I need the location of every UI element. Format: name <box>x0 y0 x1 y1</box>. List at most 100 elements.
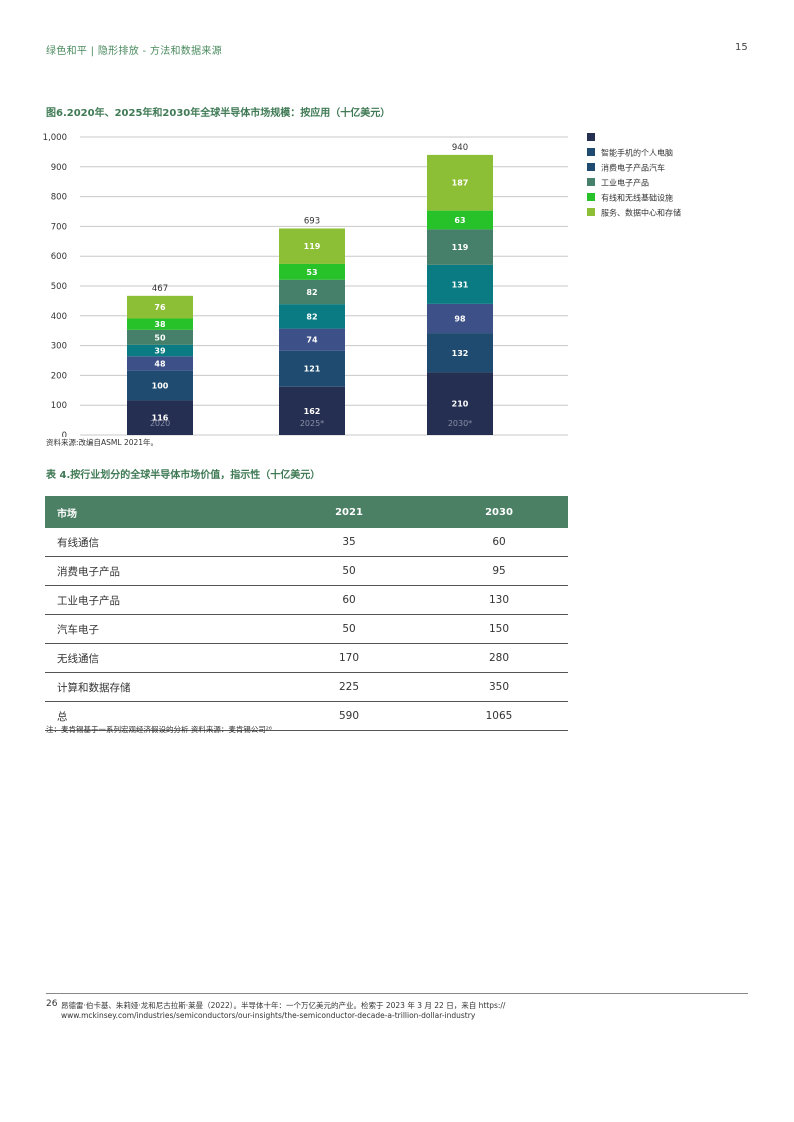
bar-segment <box>279 350 345 387</box>
legend-swatch <box>587 133 595 141</box>
data-label: 119 <box>452 243 469 252</box>
legend-label: 消费电子产品汽车 <box>601 163 665 173</box>
bar-segment <box>427 210 493 230</box>
stacked-bar-chart: 1,000 900 800 700 600 500 400 300 200 100 0 116 100 4… <box>43 133 681 437</box>
y-tick-label: 700 <box>51 222 67 232</box>
bar-segment <box>279 304 345 329</box>
data-label: 74 <box>306 336 318 345</box>
bar-segment <box>427 229 493 265</box>
y-tick-label: 800 <box>51 193 67 203</box>
table-row: 无线通信 170 280 <box>45 643 568 673</box>
data-label: 53 <box>306 268 317 277</box>
table-cell-market: 计算和数据存储 <box>45 672 268 702</box>
bar-segment <box>427 333 493 373</box>
x-category-label: 2020 <box>150 419 170 428</box>
legend-swatch <box>587 163 595 171</box>
y-tick-label: 0 <box>62 431 67 437</box>
footnote-url: www.mckinsey.com/industries/semiconducto… <box>61 1011 476 1020</box>
bar-segment <box>127 370 193 401</box>
table-title: 表 4.按行业划分的全球半导体市场价值，指示性（十亿美元） <box>46 470 321 481</box>
legend-swatch <box>587 208 595 216</box>
y-tick-label: 100 <box>51 401 67 411</box>
table-row: 消费电子产品 50 95 <box>45 556 568 586</box>
table-row: 计算和数据存储 225 350 <box>45 672 568 702</box>
bar-segment <box>279 263 345 280</box>
table-header-market: 市场 <box>45 496 268 528</box>
data-label: 63 <box>454 216 465 225</box>
table-cell-2021: 170 <box>268 643 430 673</box>
table-cell-2021: 590 <box>268 701 430 731</box>
legend-label: 有线和无线基础设施 <box>601 193 673 203</box>
bar-segment <box>127 400 193 435</box>
table-cell-2030: 150 <box>430 614 568 644</box>
data-label: 132 <box>452 349 469 358</box>
table-cell-2030: 60 <box>430 528 568 557</box>
x-category-label: 2025* <box>300 419 324 428</box>
table-cell-2030: 350 <box>430 672 568 702</box>
data-label: 39 <box>154 347 166 356</box>
data-label: 162 <box>304 407 321 416</box>
bar-segment <box>427 372 493 435</box>
table-header-2030: 2030 <box>430 496 568 528</box>
data-label: 82 <box>306 312 317 321</box>
table-note: 注：麦肯锡基于一系列宏观经济假设的分析 资料来源：麦肯锡公司²⁶ <box>46 725 272 734</box>
y-tick-label: 400 <box>51 312 67 322</box>
table-row: 工业电子产品 60 130 <box>45 585 568 615</box>
table-cell-market: 有线通信 <box>45 528 268 557</box>
bar-segment <box>279 279 345 305</box>
table-header-row: 市场 2021 2030 <box>45 496 568 528</box>
table-cell-2021: 50 <box>268 556 430 586</box>
data-label: 50 <box>154 333 166 342</box>
bar-segment <box>279 228 345 264</box>
figure-title: 图6.2020年、2025年和2030年全球半导体市场规模：按应用（十亿美元） <box>46 108 391 119</box>
table-cell-2030: 95 <box>430 556 568 586</box>
data-label: 119 <box>304 242 321 251</box>
data-label: 187 <box>452 179 469 188</box>
y-tick-label: 500 <box>51 282 67 292</box>
table-row: 有线通信 35 60 <box>45 528 568 557</box>
y-tick-label: 900 <box>51 163 67 173</box>
bar-segment <box>427 264 493 304</box>
data-label: 121 <box>304 365 321 374</box>
y-tick-label: 1,000 <box>43 133 67 143</box>
table-cell-market: 消费电子产品 <box>45 556 268 586</box>
table-row-total: 总 590 1065 <box>45 701 568 731</box>
bar-segment <box>427 154 493 211</box>
data-label: 131 <box>452 280 469 289</box>
table-cell-2021: 225 <box>268 672 430 702</box>
total-label: 940 <box>452 143 468 153</box>
table-header-2021: 2021 <box>268 496 430 528</box>
legend-label: 智能手机的个人电脑 <box>601 148 673 158</box>
footnote-text: 昂德雷·伯卡基、朱莉娅·龙和尼古拉斯·莱曼（2022）。半导体十年：一个万亿美元… <box>61 1001 506 1010</box>
data-label: 116 <box>152 414 169 423</box>
bar-segment <box>127 344 193 357</box>
total-label: 693 <box>304 216 320 226</box>
data-label: 38 <box>154 320 166 329</box>
table-cell-2030: 280 <box>430 643 568 673</box>
data-label: 98 <box>454 314 466 323</box>
data-label: 210 <box>452 400 469 409</box>
legend-swatch <box>587 148 595 156</box>
data-label: 76 <box>154 303 166 312</box>
table-cell-2030: 130 <box>430 585 568 615</box>
legend-swatch <box>587 178 595 186</box>
bar-segment <box>127 295 193 319</box>
footnote-number: 26 <box>46 999 58 1009</box>
table-cell-2021: 50 <box>268 614 430 644</box>
market-value-table: 市场 2021 2030 有线通信 35 60 消费电子产品 50 95 工业电… <box>45 496 568 731</box>
data-label: 48 <box>154 359 166 368</box>
table-cell-market: 工业电子产品 <box>45 585 268 615</box>
table-row: 汽车电子 50 150 <box>45 614 568 644</box>
y-tick-label: 200 <box>51 371 67 381</box>
y-tick-label: 300 <box>51 342 67 352</box>
bar-segment <box>427 303 493 334</box>
bar-segment <box>127 329 193 345</box>
bar-segment <box>279 386 345 435</box>
table-cell-2030: 1065 <box>430 701 568 731</box>
figure-source: 资料来源:改编自ASML 2021年。 <box>46 438 159 447</box>
bar-segment <box>127 356 193 371</box>
y-tick-label: 600 <box>51 252 67 262</box>
legend-label: 服务、数据中心和存储 <box>601 208 681 218</box>
table-cell-2021: 35 <box>268 528 430 557</box>
header-title: 绿色和平 | 隐形排放 - 方法和数据来源 <box>46 46 222 57</box>
